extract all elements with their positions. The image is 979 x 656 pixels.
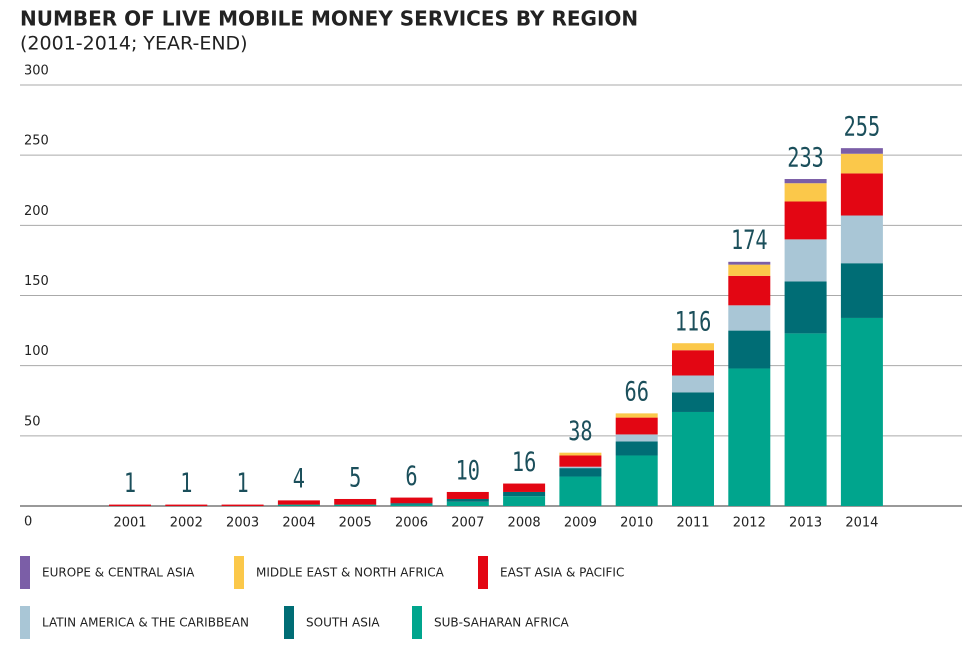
bar-segment	[165, 504, 208, 506]
x-tick-label: 2011	[676, 516, 709, 531]
bar-segment	[840, 173, 883, 216]
total-label: 233	[787, 141, 824, 173]
bar-segment	[728, 264, 771, 276]
total-label: 5	[349, 461, 361, 493]
bar-segment	[840, 263, 883, 318]
bar-segment	[334, 498, 377, 505]
bar-segment	[784, 179, 827, 184]
legend-swatch	[234, 556, 244, 589]
legend-label: EAST ASIA & PACIFIC	[500, 566, 624, 580]
bar-segment	[559, 455, 602, 467]
total-label: 116	[675, 306, 712, 338]
y-tick-label: 50	[24, 414, 41, 429]
legend-label: EUROPE & CENTRAL ASIA	[42, 566, 195, 580]
bar-segment	[390, 503, 433, 505]
bar-segment	[840, 317, 883, 506]
bar-segment	[840, 153, 883, 174]
x-tick-label: 2004	[282, 516, 315, 531]
bar-segment	[728, 275, 771, 306]
bar-segment	[784, 183, 827, 202]
x-tick-label: 2010	[620, 516, 653, 531]
legend-label: LATIN AMERICA & THE CARIBBEAN	[42, 616, 249, 630]
legend-label: SOUTH ASIA	[306, 616, 380, 630]
x-tick-label: 2007	[451, 516, 484, 531]
bar-segment	[615, 417, 658, 435]
bar-segment	[503, 491, 546, 497]
total-label: 255	[844, 111, 881, 143]
bar-segment	[615, 441, 658, 456]
bar-segment	[559, 466, 602, 469]
total-label: 1	[180, 467, 192, 499]
x-tick-label: 2001	[113, 516, 146, 531]
legend-swatch	[284, 606, 294, 639]
bar-segment	[277, 504, 320, 506]
x-tick-label: 2006	[395, 516, 428, 531]
bar-segment	[672, 350, 714, 376]
total-label: 6	[405, 460, 417, 492]
y-tick-label: 300	[24, 64, 49, 79]
total-label: 10	[456, 454, 480, 486]
bar-segment	[728, 330, 771, 369]
bar-segment	[446, 501, 489, 506]
bar-segment	[559, 476, 602, 506]
bar-segment	[615, 455, 658, 506]
bar-segment	[446, 498, 489, 502]
x-tick-label: 2012	[733, 516, 766, 531]
bar-segment	[221, 504, 264, 506]
bar-segment	[672, 343, 714, 351]
bar-segment	[672, 375, 714, 393]
bar-segment	[109, 504, 151, 506]
total-label: 1	[237, 467, 249, 499]
bar-segment	[784, 239, 827, 282]
bar-segment	[672, 392, 714, 412]
bar-segment	[559, 452, 602, 456]
legend-swatch	[20, 606, 30, 639]
chart-subtitle: (2001-2014; YEAR-END)	[20, 33, 248, 55]
legend-swatch	[20, 556, 30, 589]
bar-segment	[503, 496, 546, 506]
x-tick-label: 2014	[845, 516, 878, 531]
bar-segment	[728, 305, 771, 331]
bar-segment	[559, 468, 602, 477]
y-tick-label: 0	[24, 515, 32, 530]
bar-segment	[615, 434, 658, 442]
total-label: 4	[293, 463, 305, 495]
bar-segment	[390, 497, 433, 504]
bar-segment	[840, 148, 883, 154]
x-tick-label: 2002	[170, 516, 203, 531]
y-tick-label: 250	[24, 134, 49, 149]
legend-swatch	[478, 556, 488, 589]
y-tick-label: 100	[24, 344, 49, 359]
y-tick-label: 150	[24, 274, 49, 289]
total-label: 16	[512, 446, 536, 478]
bar-segment	[728, 368, 771, 506]
legend-label: MIDDLE EAST & NORTH AFRICA	[256, 566, 445, 580]
legend-swatch	[412, 606, 422, 639]
bar-segment	[334, 504, 377, 506]
x-tick-label: 2009	[564, 516, 597, 531]
total-label: 38	[568, 415, 592, 447]
legend-label: SUB-SAHARAN AFRICA	[434, 616, 569, 630]
total-label: 66	[625, 376, 649, 408]
x-tick-label: 2013	[789, 516, 822, 531]
total-label: 174	[731, 224, 768, 256]
bar-segment	[615, 413, 658, 418]
bar-segment	[390, 504, 433, 506]
x-tick-label: 2008	[508, 516, 541, 531]
x-tick-label: 2005	[339, 516, 372, 531]
chart-title: NUMBER OF LIVE MOBILE MONEY SERVICES BY …	[20, 7, 638, 31]
bar-segment	[840, 215, 883, 264]
bar-segment	[784, 281, 827, 334]
y-tick-label: 200	[24, 204, 49, 219]
x-tick-label: 2003	[226, 516, 259, 531]
bar-segment	[672, 411, 714, 506]
bar-segment	[446, 491, 489, 499]
total-label: 1	[124, 467, 136, 499]
bar-segment	[277, 500, 320, 505]
bar-segment	[728, 261, 771, 265]
bar-segment	[784, 201, 827, 240]
bar-segment	[503, 483, 546, 492]
bar-segment	[784, 333, 827, 506]
